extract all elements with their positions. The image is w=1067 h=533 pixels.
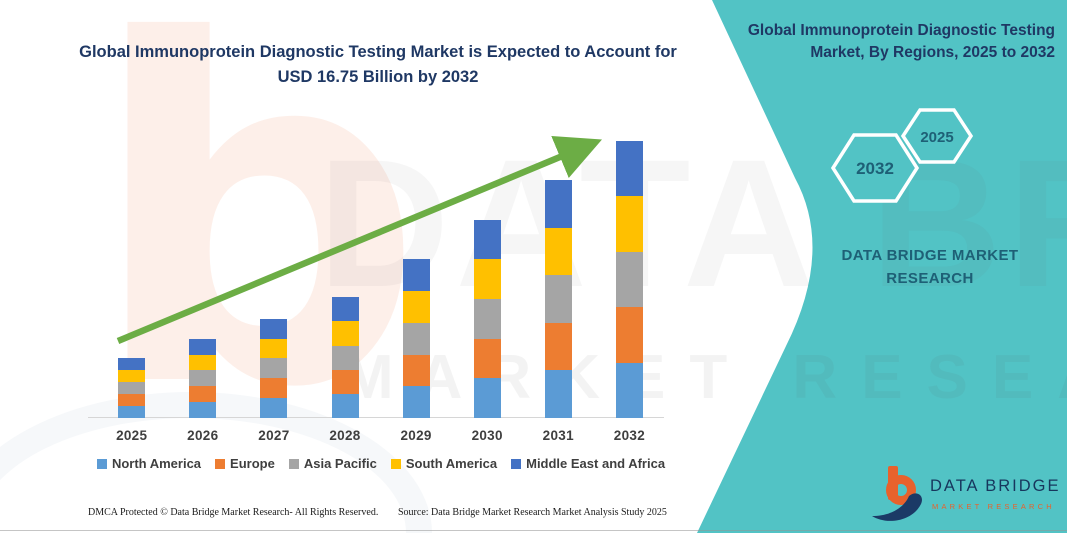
legend-item-south-america: South America [390, 456, 498, 471]
legend-swatch-middle-east-and-africa [511, 458, 522, 469]
legend-item-north-america: North America [96, 456, 202, 471]
bar-segment-europe [118, 394, 146, 407]
bar-2029 [402, 259, 430, 418]
legend-swatch-asia-pacific [288, 458, 299, 469]
legend-swatch-north-america [96, 458, 107, 469]
bar-segment-europe [402, 354, 430, 387]
bar-segment-asia-pacific [544, 275, 572, 323]
bar-segment-south-america [615, 196, 643, 252]
bar-segment-north-america [260, 398, 288, 418]
bar-2028 [331, 297, 359, 418]
teal-shape [697, 0, 1067, 533]
bar-segment-south-america [544, 227, 572, 276]
legend-swatch-south-america [390, 458, 401, 469]
logo-tagline-text: MARKET RESEARCH [932, 502, 1055, 511]
logo-b-bowl [886, 475, 916, 505]
bar-segment-asia-pacific [615, 251, 643, 308]
legend-label-north-america: North America [111, 456, 202, 471]
bar-segment-middle-east-and-africa [260, 318, 288, 339]
x-axis-line [88, 417, 664, 418]
bar-segment-europe [260, 378, 288, 399]
bar-segment-europe [544, 322, 572, 371]
legend-label-europe: Europe [230, 456, 275, 471]
bar-segment-south-america [331, 321, 359, 346]
bar-segment-north-america [544, 370, 572, 418]
bar-segment-europe [615, 307, 643, 363]
x-axis-label-2030: 2030 [471, 428, 503, 443]
bar-segment-south-america [118, 370, 146, 383]
bar-segment-europe [189, 386, 217, 403]
bar-segment-south-america [473, 259, 501, 299]
bar-2026 [189, 338, 217, 418]
legend-label-middle-east-and-africa: Middle East and Africa [526, 456, 666, 471]
bar-segment-asia-pacific [189, 370, 217, 387]
bar-segment-south-america [402, 291, 430, 323]
bar-segment-middle-east-and-africa [331, 297, 359, 322]
legend-label-south-america: South America [405, 456, 498, 471]
bar-segment-south-america [260, 338, 288, 359]
hexagon-2025-label: 2025 [920, 129, 953, 146]
bar-2027 [260, 318, 288, 418]
bar-2025 [118, 358, 146, 418]
bar-segment-north-america [189, 402, 217, 418]
bar-segment-europe [473, 338, 501, 379]
bar-2032 [615, 141, 643, 418]
bar-segment-middle-east-and-africa [118, 358, 146, 371]
x-axis-label-2032: 2032 [613, 428, 645, 443]
bar-segment-asia-pacific [331, 345, 359, 370]
hexagon-2025 [900, 108, 974, 164]
bar-segment-asia-pacific [260, 358, 288, 379]
x-axis-label-2028: 2028 [329, 428, 361, 443]
chart-title: Global Immunoprotein Diagnostic Testing … [79, 43, 677, 86]
legend-item-asia-pacific: Asia Pacific [288, 456, 377, 471]
legend-label-asia-pacific: Asia Pacific [303, 456, 377, 471]
x-axis-label-2026: 2026 [187, 428, 219, 443]
footer-source-text: Source: Data Bridge Market Research Mark… [398, 507, 667, 518]
x-axis-label-2029: 2029 [400, 428, 432, 443]
legend-item-europe: Europe [215, 456, 275, 471]
chart-legend: North America Europe Asia Pacific South Ame… [86, 456, 676, 471]
bar-segment-europe [331, 369, 359, 394]
bar-segment-middle-east-and-africa [615, 141, 643, 197]
hexagon-2032 [830, 133, 920, 203]
bar-segment-asia-pacific [118, 382, 146, 395]
year-hexagons: 2032 2025 [830, 108, 974, 203]
bar-segment-middle-east-and-africa [544, 179, 572, 228]
bar-segment-asia-pacific [402, 322, 430, 355]
bar-segment-asia-pacific [473, 298, 501, 339]
hexagon-2032-label: 2032 [856, 159, 894, 178]
legend-swatch-europe [215, 458, 226, 469]
bar-segment-north-america [118, 406, 146, 418]
bar-segment-middle-east-and-africa [402, 259, 430, 291]
legend-item-middle-east-and-africa: Middle East and Africa [511, 456, 665, 471]
brand-caption: DATA BRIDGE MARKET RESEARCH [841, 247, 1019, 288]
x-axis-label-2025: 2025 [116, 428, 148, 443]
bar-segment-north-america [473, 378, 501, 418]
bar-segment-middle-east-and-africa [189, 338, 217, 355]
bar-segment-south-america [189, 354, 217, 371]
logo-brand-text: DATA BRIDGE [930, 477, 1061, 495]
data-bridge-logo: DATA BRIDGE MARKET RESEARCH [872, 466, 1061, 521]
x-axis-label-2027: 2027 [258, 428, 290, 443]
bar-segment-north-america [331, 393, 359, 418]
bottom-divider [0, 530, 1067, 531]
bar-2031 [544, 179, 572, 418]
x-axis-label-2031: 2031 [542, 428, 574, 443]
bar-2030 [473, 219, 501, 418]
logo-swoosh [872, 493, 922, 521]
side-panel-title: Global Immunoprotein Diagnostic Testing … [747, 22, 1055, 62]
footer-dmca-text: DMCA Protected © Data Bridge Market Rese… [88, 507, 379, 518]
bar-segment-north-america [402, 386, 430, 418]
bar-segment-north-america [615, 362, 643, 418]
bar-segment-middle-east-and-africa [473, 219, 501, 260]
